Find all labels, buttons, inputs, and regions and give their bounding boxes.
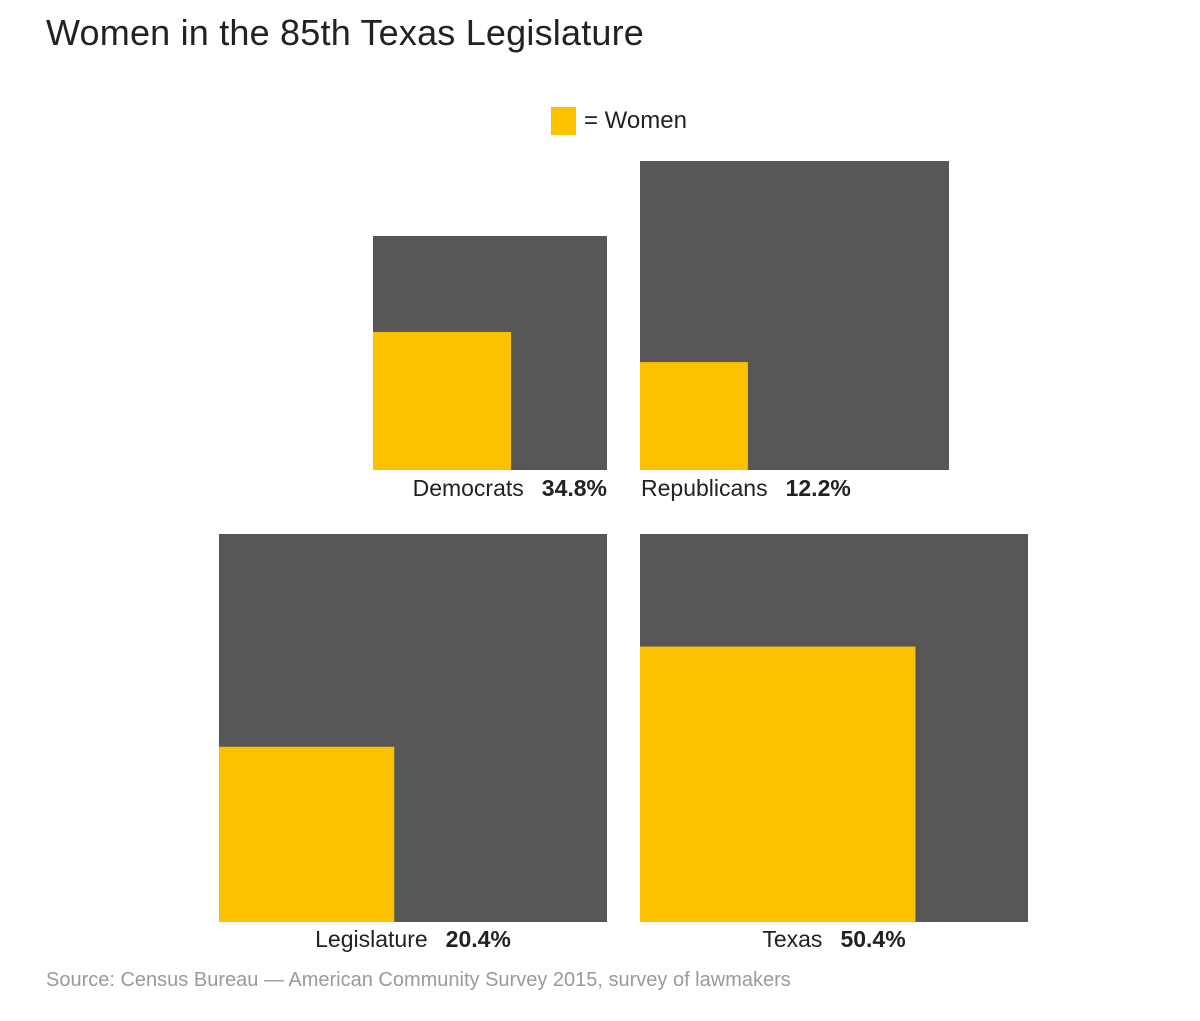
category-label-legislature: Legislature bbox=[315, 926, 428, 952]
women-square-democrats bbox=[373, 331, 512, 470]
value-label-texas: 50.4% bbox=[840, 926, 905, 952]
women-square-republicans bbox=[640, 362, 748, 470]
women-square-legislature bbox=[219, 746, 395, 922]
label-legislature: Legislature 20.4% bbox=[315, 926, 511, 952]
category-label-republicans: Republicans bbox=[641, 475, 768, 501]
panel-legislature: Legislature 20.4% bbox=[219, 534, 607, 952]
panel-democrats: Democrats 34.8% bbox=[373, 236, 607, 501]
label-democrats: Democrats 34.8% bbox=[413, 475, 607, 501]
category-label-democrats: Democrats bbox=[413, 475, 524, 501]
panel-texas: Texas 50.4% bbox=[640, 534, 1028, 952]
source-note: Source: Census Bureau — American Communi… bbox=[46, 969, 791, 991]
legend-label-women: = Women bbox=[584, 107, 687, 134]
panel-republicans: Republicans 12.2% bbox=[640, 161, 949, 501]
chart-title: Women in the 85th Texas Legislature bbox=[46, 12, 645, 53]
category-label-texas: Texas bbox=[762, 926, 822, 952]
legend-swatch-women bbox=[551, 107, 576, 135]
value-label-legislature: 20.4% bbox=[446, 926, 511, 952]
label-texas: Texas 50.4% bbox=[762, 926, 905, 952]
legend: = Women bbox=[551, 106, 687, 136]
women-square-texas bbox=[640, 646, 916, 922]
value-label-republicans: 12.2% bbox=[786, 475, 851, 501]
value-label-democrats: 34.8% bbox=[542, 475, 607, 501]
label-republicans: Republicans 12.2% bbox=[641, 475, 851, 501]
